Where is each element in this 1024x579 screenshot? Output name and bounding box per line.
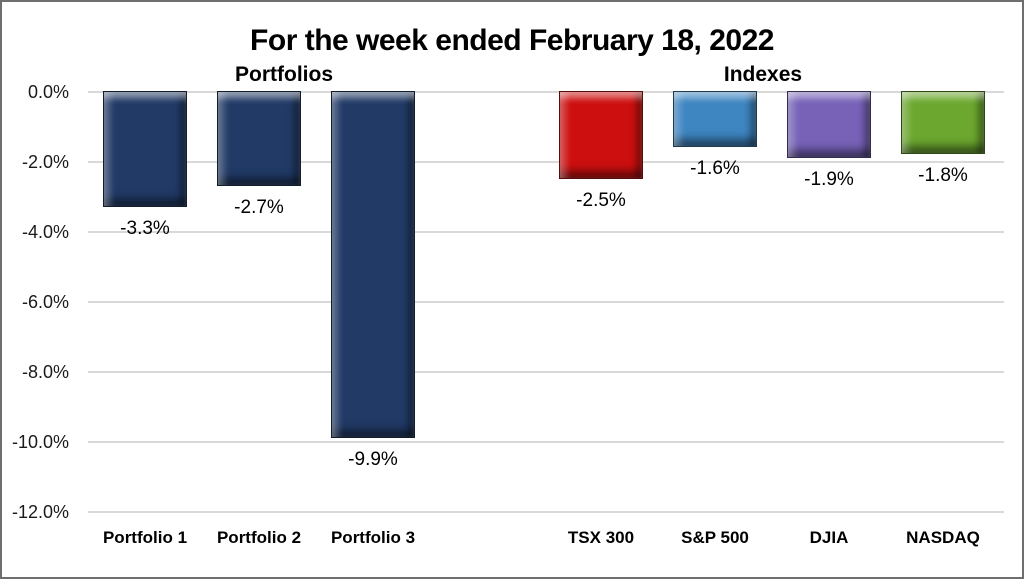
category-label-portfolio-2: Portfolio 2 [216, 528, 302, 547]
category-label-nasdaq: NASDAQ [906, 528, 980, 547]
group-label-indexes: Indexes [723, 63, 803, 86]
chart-title: For the week ended February 18, 2022 [250, 24, 774, 57]
y-axis-tick-label: -10.0% [11, 432, 69, 452]
y-axis-tick-label: -12.0% [11, 502, 69, 522]
bar-tsx-300 [559, 91, 643, 179]
bar-s-p-500 [673, 91, 757, 147]
data-label-tsx-300: -2.5% [576, 189, 626, 211]
data-label-nasdaq: -1.8% [918, 165, 968, 186]
bar-portfolio-2 [217, 91, 301, 186]
y-axis-tick-label: -4.0% [21, 222, 69, 242]
y-axis-tick-label: 0.0% [27, 82, 69, 102]
category-label-portfolio-3: Portfolio 3 [330, 528, 416, 547]
category-label-tsx-300: TSX 300 [567, 528, 635, 547]
gridline [88, 91, 1004, 93]
bar-djia [787, 91, 871, 158]
data-label-s-p-500: -1.6% [690, 158, 740, 179]
gridline [88, 231, 1004, 233]
data-label-djia: -1.9% [804, 168, 854, 190]
y-axis-tick-label: -8.0% [21, 362, 69, 382]
data-label-portfolio-2: -2.7% [234, 196, 284, 218]
category-label-djia: DJIA [809, 528, 849, 547]
data-label-portfolio-1: -3.3% [120, 217, 170, 239]
gridline [88, 511, 1004, 513]
gridline [88, 441, 1004, 443]
bar-portfolio-3 [331, 91, 415, 438]
category-label-s-p-500: S&P 500 [681, 528, 749, 547]
category-label-portfolio-1: Portfolio 1 [102, 528, 188, 547]
group-label-portfolios: Portfolios [235, 63, 333, 86]
bar-nasdaq [901, 91, 985, 154]
y-axis-tick-label: -2.0% [21, 152, 69, 172]
gridline [88, 301, 1004, 303]
bar-portfolio-1 [103, 91, 187, 207]
y-axis-tick-label: -6.0% [21, 292, 69, 312]
gridline [88, 371, 1004, 373]
gridline [88, 161, 1004, 163]
data-label-portfolio-3: -9.9% [348, 448, 398, 470]
